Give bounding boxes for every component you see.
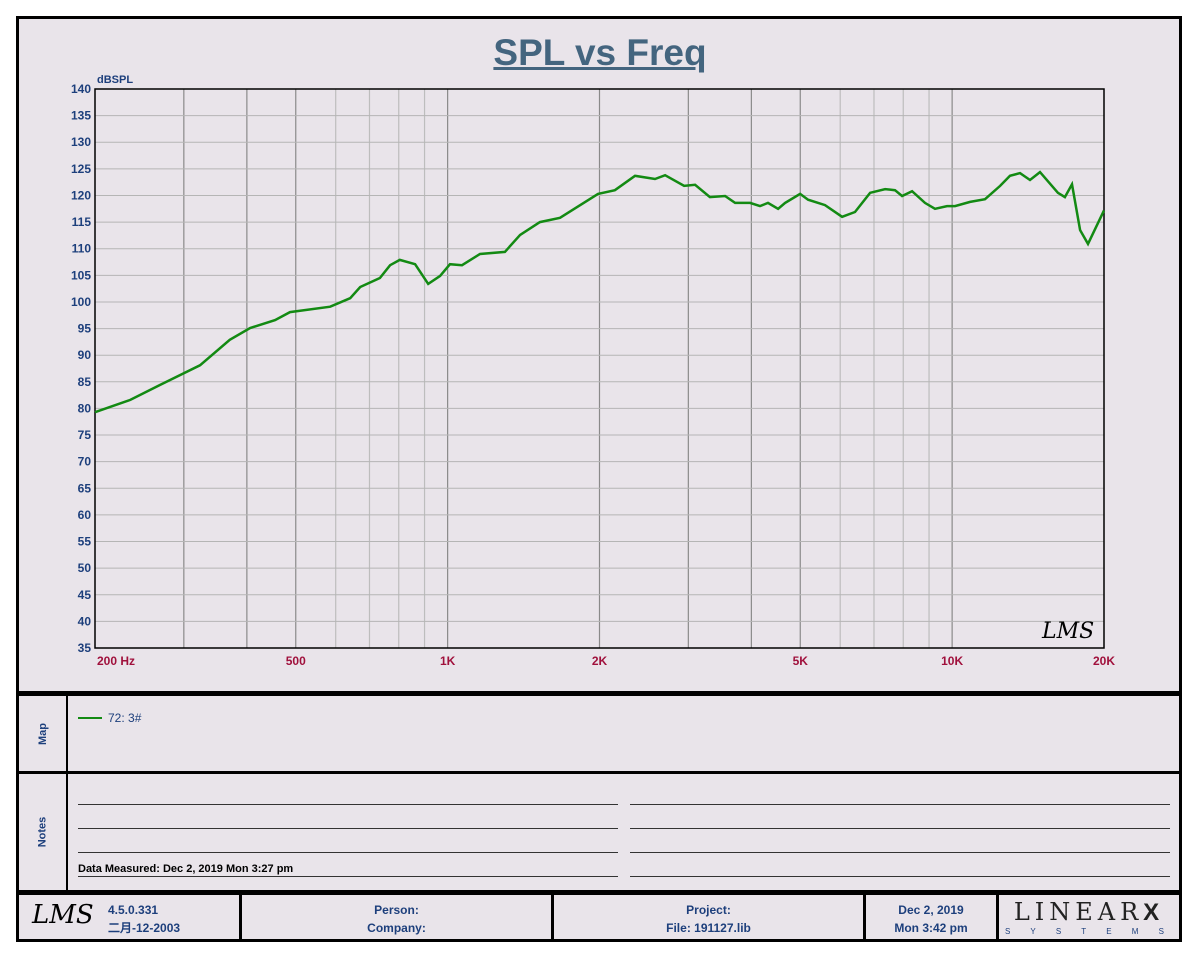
note-line [78,852,618,853]
notes-label: Notes [36,816,49,848]
y-tick-label: 135 [71,109,91,123]
divider [16,771,1182,774]
y-tick-label: 105 [71,268,91,282]
divider [66,696,68,890]
version-info: 4.5.0.331 二月-12-2003 [108,903,181,935]
note-line [630,828,1170,829]
divider [996,895,999,942]
x-tick-label: 5K [793,654,809,668]
x-tick-label: 2K [592,654,608,668]
lms-watermark: LMS [1041,619,1094,644]
y-tick-label: 140 [71,82,91,96]
lms-logo: LMS [32,900,94,930]
y-tick-label: 95 [78,322,92,336]
y-tick-label: 100 [71,295,91,309]
linearx-logo: LINEARX S Y S T E M S [1005,898,1173,936]
x-tick-label: 1K [440,654,456,668]
y-tick-label: 50 [78,561,92,575]
chart-title: SPL vs Freq [493,32,707,73]
note-line [630,804,1170,805]
note-line [630,852,1170,853]
y-tick-label: 125 [71,162,91,176]
divider [239,895,242,942]
x-tick-label: 20K [1093,654,1115,668]
legend-swatch [78,717,102,719]
y-tick-label: 35 [78,641,92,655]
data-measured: Data Measured: Dec 2, 2019 Mon 3:27 pm [78,863,294,875]
project-info: Project: File: 191127.lib [666,903,751,935]
y-axis-label: dBSPL [97,74,133,86]
y-tick-label: 45 [78,588,92,602]
note-line [78,876,618,877]
map-label: Map [36,722,49,745]
y-tick-label: 65 [78,481,92,495]
spl-chart: 140 135 130 125 120 115 110 105 100 95 90 85 80 75 70 6… [71,74,1115,668]
note-line [78,804,618,805]
y-tick-label: 40 [78,614,92,628]
x-tick-label: 500 [286,654,306,668]
y-tick-label: 60 [78,508,92,522]
note-line [630,876,1170,877]
y-tick-label: 130 [71,135,91,149]
y-tick-label: 70 [78,455,92,469]
legend-label: 72: 3# [108,711,142,725]
y-tick-label: 80 [78,401,92,415]
divider [863,895,866,942]
series-line-72-3 [94,170,1106,414]
legend-item[interactable]: 72: 3# [78,711,141,725]
note-line [78,828,618,829]
y-tick-label: 75 [78,428,92,442]
y-tick-label: 90 [78,348,92,362]
divider [16,691,1182,696]
print-date: Dec 2, 2019 Mon 3:42 pm [894,903,968,935]
divider [16,890,1182,895]
x-tick-label: 200 Hz [97,654,135,668]
y-tick-label: 85 [78,375,92,389]
person-info: Person: Company: [367,903,426,935]
y-tick-label: 110 [72,242,92,256]
y-tick-label: 120 [71,188,91,202]
plot-border [94,88,1105,649]
y-tick-label: 115 [72,215,92,229]
y-tick-label: 55 [78,535,92,549]
divider [551,895,554,942]
x-tick-label: 10K [941,654,963,668]
